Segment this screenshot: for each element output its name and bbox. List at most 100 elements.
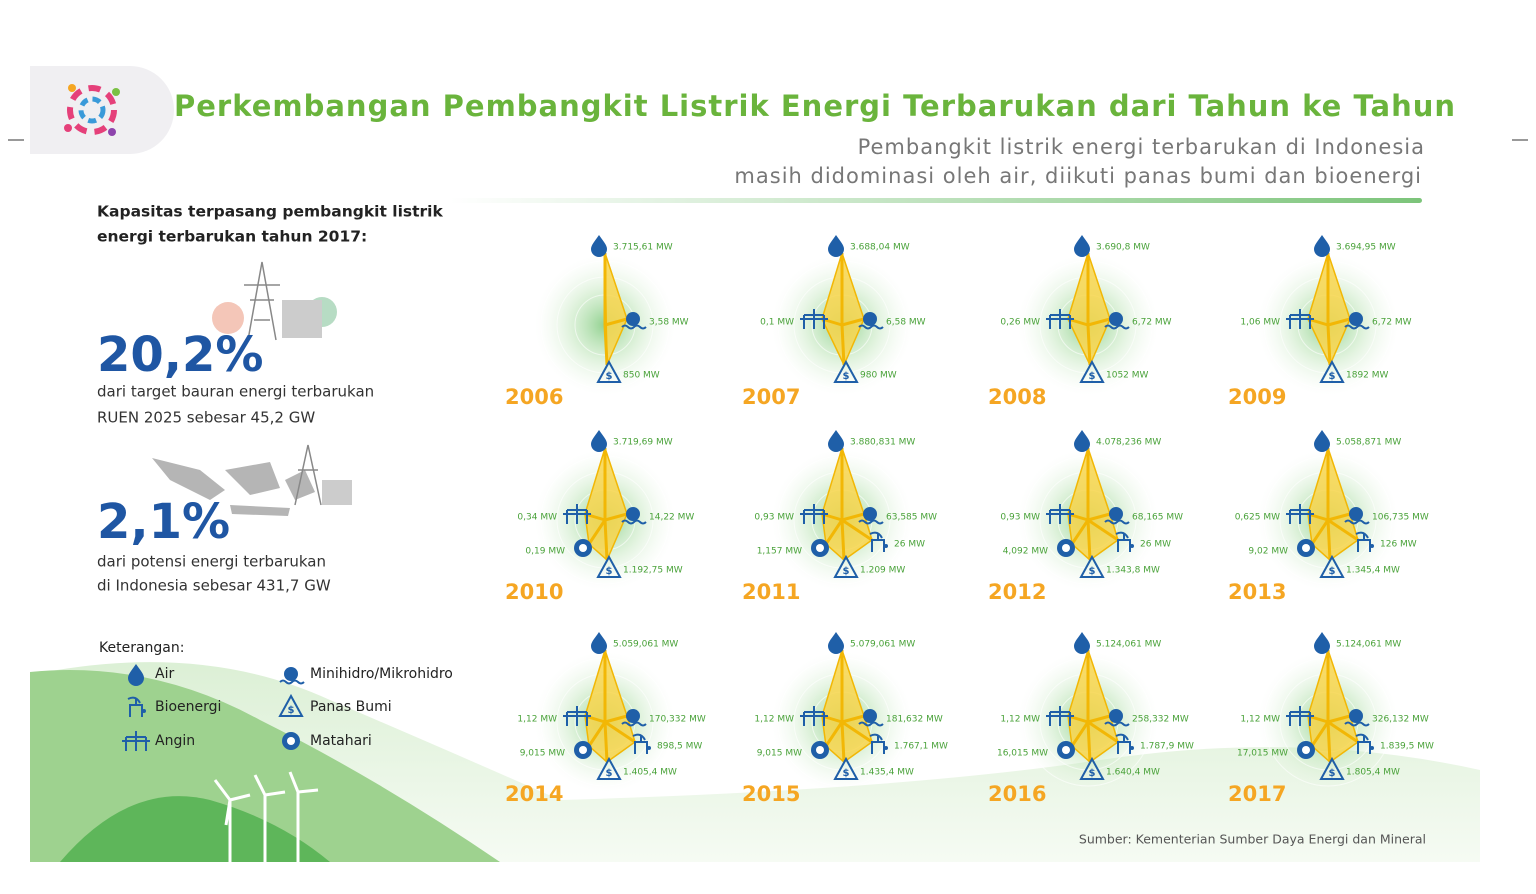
gear	[626, 312, 640, 326]
value-label: 1,12 MW	[754, 715, 794, 725]
icon-bioenergi	[632, 733, 651, 754]
value-label: 9,015 MW	[757, 749, 802, 759]
spoke	[1327, 317, 1351, 327]
spoke	[587, 519, 607, 545]
icon-minihidro	[1104, 709, 1130, 727]
icon-air	[591, 235, 607, 257]
year-chart: 3.715,61 MW 3,58 MW $ 850 MW 2006	[505, 235, 689, 409]
value-label: 1.345,4 MW	[1346, 566, 1400, 576]
spoke	[1310, 519, 1330, 545]
triangle	[1319, 756, 1345, 780]
icon-air	[1074, 235, 1090, 257]
spoke	[604, 720, 636, 744]
spoke	[604, 512, 628, 522]
value-label: 17,015 MW	[1237, 749, 1288, 759]
turbine	[1046, 309, 1074, 329]
icon-angin	[563, 706, 591, 726]
source: Sumber: Kementerian Sumber Daya Energi d…	[1079, 832, 1426, 847]
turbine	[800, 706, 828, 726]
plug	[647, 746, 651, 750]
value-label: 170,332 MW	[649, 715, 706, 725]
title: Perkembangan Pembangkit Listrik Energi T…	[174, 89, 1456, 123]
triangle	[833, 756, 859, 780]
stat-text: RUEN 2025 sebesar 45,2 GW	[97, 409, 315, 427]
icon-bioenergi	[1115, 531, 1134, 552]
glyph: $	[606, 371, 613, 382]
icon-minihidro	[858, 507, 884, 525]
icon-panas-bumi: $	[1319, 756, 1345, 780]
spoke	[1086, 519, 1092, 561]
value-label: 898,5 MW	[657, 742, 702, 752]
spoke	[840, 324, 846, 366]
spoke	[603, 519, 609, 561]
gear	[626, 507, 640, 521]
legend-label: Minihidro/Mikrohidro	[310, 666, 453, 682]
value-label: 9,015 MW	[520, 749, 565, 759]
icon-panas-bumi: $	[596, 554, 622, 578]
value-label: 0,34 MW	[517, 513, 557, 523]
value-label: 980 MW	[860, 371, 897, 381]
year-chart: 5.058,871 MW 106,735 MW 126 MW $ 1.345,4 MW 9…	[1228, 430, 1429, 604]
logo	[64, 84, 120, 136]
glyph: $	[1089, 566, 1096, 577]
summary-heading: Kapasitas terpasang pembangkit listrik	[97, 203, 443, 221]
plug	[1370, 544, 1374, 548]
gear	[1109, 709, 1123, 723]
spoke	[1327, 720, 1359, 744]
icon-matahari	[1297, 539, 1315, 557]
icon-angin	[800, 309, 828, 329]
turbine	[1286, 504, 1314, 524]
spoke	[603, 324, 609, 366]
subtitle: masih didominasi oleh air, diikuti panas…	[734, 164, 1422, 188]
spoke	[603, 721, 609, 763]
triangle	[1319, 359, 1345, 383]
turbine	[1046, 504, 1074, 524]
year-label: 2011	[742, 580, 800, 604]
icon-air	[828, 430, 844, 452]
spoke	[1070, 519, 1090, 545]
value-label: 181,632 MW	[886, 715, 943, 725]
gear	[1349, 709, 1363, 723]
spoke	[1086, 324, 1092, 366]
waves	[621, 519, 647, 525]
year-chart: 5.079,061 MW 181,632 MW 1.767,1 MW $ 1.435,4…	[742, 632, 948, 806]
icon-matahari	[811, 741, 829, 759]
drop	[828, 235, 844, 257]
sun-core	[579, 746, 587, 754]
triangle	[596, 554, 622, 578]
spoke	[1327, 512, 1351, 522]
gear	[863, 312, 877, 326]
icon-air	[128, 664, 144, 686]
spoke	[1327, 714, 1351, 724]
value-label: 1.839,5 MW	[1380, 742, 1434, 752]
value-label: 258,332 MW	[1132, 715, 1189, 725]
turbine	[122, 731, 150, 751]
year-chart: 3.880,831 MW 63,585 MW 26 MW $ 1.209 MW 1,157…	[742, 430, 937, 604]
sun-core	[816, 544, 824, 552]
icon-panas-bumi: $	[833, 359, 859, 383]
legend-label: Matahari	[310, 733, 372, 749]
spoke	[1070, 721, 1090, 747]
value-label: 1.209 MW	[860, 566, 905, 576]
glyph: $	[843, 371, 850, 382]
drop	[1074, 235, 1090, 257]
value-label: 1,12 MW	[1240, 715, 1280, 725]
rule	[450, 198, 1422, 203]
year-label: 2016	[988, 782, 1046, 806]
icon-bioenergi	[869, 733, 888, 754]
spoke	[824, 721, 844, 747]
gear	[284, 667, 298, 681]
value-label: 3,58 MW	[649, 318, 689, 328]
spoke	[1087, 317, 1111, 327]
drop	[828, 632, 844, 654]
icon-minihidro	[1104, 312, 1130, 330]
legend-item: Minihidro/Mikrohidro	[279, 666, 453, 685]
icon-matahari	[1057, 741, 1075, 759]
legend-title: Keterangan:	[99, 640, 184, 656]
value-label: 3.715,61 MW	[613, 243, 673, 253]
glyph: $	[1329, 371, 1336, 382]
value-label: 1.805,4 MW	[1346, 768, 1400, 778]
spoke	[1087, 518, 1119, 542]
drop	[1314, 235, 1330, 257]
